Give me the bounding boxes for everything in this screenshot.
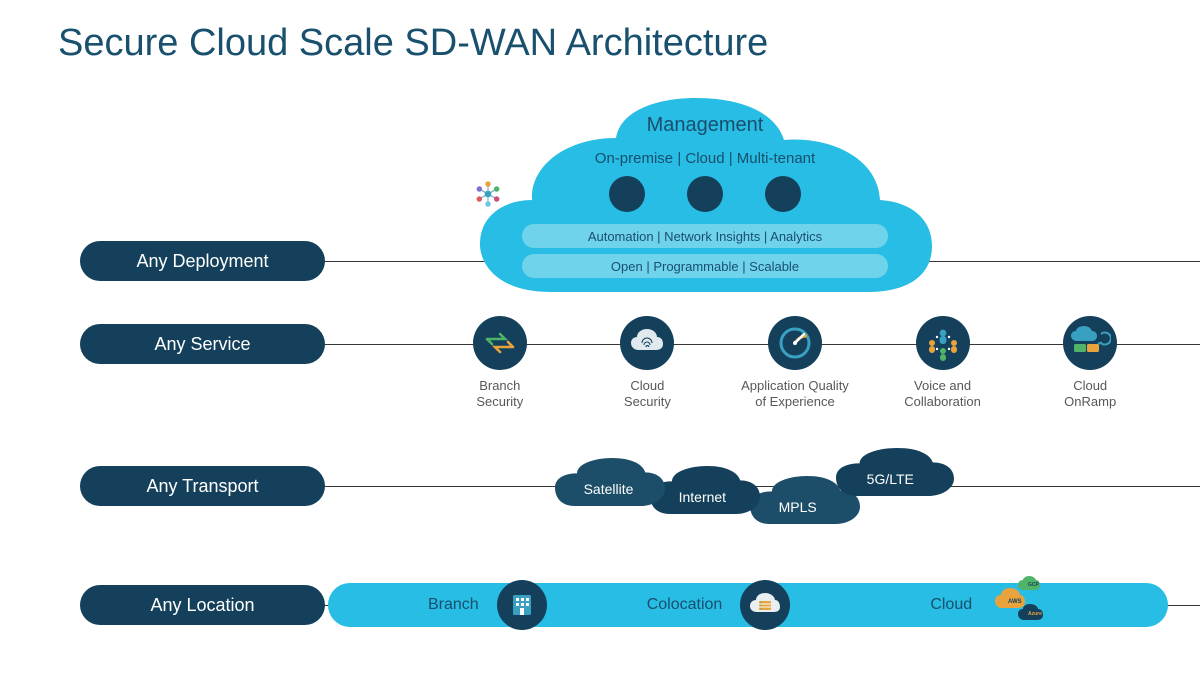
service-cloud-onramp: CloudOnRamp xyxy=(1035,316,1145,411)
service-label: BranchSecurity xyxy=(476,378,523,411)
cloud-rack-icon xyxy=(740,580,790,630)
services-row: BranchSecurity CloudSecurity Applica xyxy=(445,316,1145,411)
service-voice-collab: Voice andCollaboration xyxy=(888,316,998,411)
service-label: CloudSecurity xyxy=(624,378,671,411)
hub-icon xyxy=(687,176,723,212)
management-icons xyxy=(470,176,940,212)
transport-cloud: Internet xyxy=(650,466,760,519)
arrows-icon xyxy=(473,316,527,370)
service-app-quality: Application Qualityof Experience xyxy=(740,316,850,411)
management-band-2: Open | Programmable | Scalable xyxy=(522,254,888,278)
location-cloud: Cloud AWS GCP Azure xyxy=(930,580,1056,630)
management-subtitle: On-premise | Cloud | Multi-tenant xyxy=(470,150,940,167)
service-label: CloudOnRamp xyxy=(1064,378,1116,411)
pill-any-location: Any Location xyxy=(80,585,325,625)
service-label: Application Qualityof Experience xyxy=(741,378,849,411)
multi-cloud-icon: AWS GCP Azure xyxy=(990,580,1056,630)
cloud-servers-icon xyxy=(1063,316,1117,370)
svg-text:Azure: Azure xyxy=(1028,611,1042,617)
transport-label: MPLS xyxy=(779,499,817,515)
hub-icon xyxy=(765,176,801,212)
building-icon xyxy=(497,580,547,630)
page-title: Secure Cloud Scale SD-WAN Architecture xyxy=(58,22,768,65)
management-cloud: Management On-premise | Cloud | Multi-te… xyxy=(470,96,940,292)
service-cloud-security: CloudSecurity xyxy=(593,316,703,411)
service-label: Voice andCollaboration xyxy=(904,378,981,411)
location-colocation: Colocation xyxy=(647,580,791,630)
hub-icon xyxy=(609,176,645,212)
service-branch-security: BranchSecurity xyxy=(445,316,555,411)
transport-label: Satellite xyxy=(584,481,634,497)
pill-any-deployment: Any Deployment xyxy=(80,241,325,281)
transport-label: Internet xyxy=(679,489,726,505)
pill-any-transport: Any Transport xyxy=(80,466,325,506)
location-label: Colocation xyxy=(647,596,723,614)
management-band-1: Automation | Network Insights | Analytic… xyxy=(522,224,888,248)
location-label: Cloud xyxy=(930,596,972,614)
location-bar: Branch Colocation Cloud xyxy=(328,583,1168,627)
transport-clouds: Satellite Internet MPLS 5G/LTE xyxy=(540,448,980,524)
transport-cloud: Satellite xyxy=(555,458,665,511)
transport-label: 5G/LTE xyxy=(867,471,914,487)
people-icon xyxy=(916,316,970,370)
transport-cloud: 5G/LTE xyxy=(836,448,954,501)
cloud-fingerprint-icon xyxy=(620,316,674,370)
pill-any-service: Any Service xyxy=(80,324,325,364)
svg-text:AWS: AWS xyxy=(1008,599,1022,605)
svg-text:GCP: GCP xyxy=(1028,582,1040,588)
location-branch: Branch xyxy=(428,580,547,630)
location-label: Branch xyxy=(428,596,479,614)
gauge-icon xyxy=(768,316,822,370)
management-title: Management xyxy=(470,114,940,137)
